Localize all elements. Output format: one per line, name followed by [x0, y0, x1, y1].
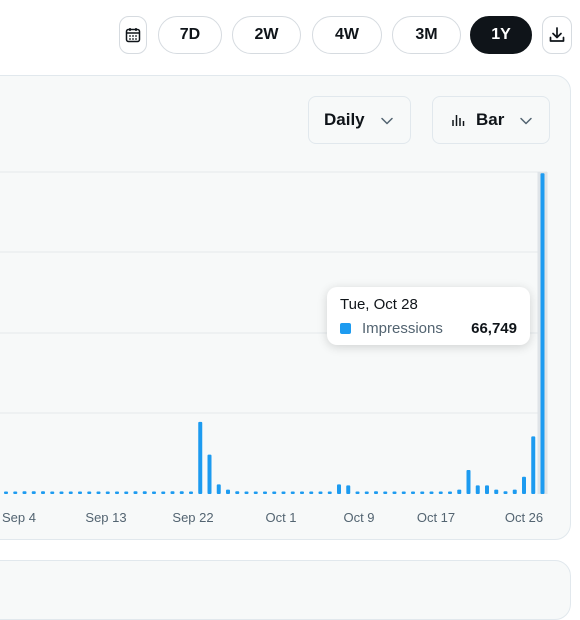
- bar[interactable]: [522, 476, 526, 494]
- bar[interactable]: [327, 491, 332, 495]
- bar[interactable]: [374, 491, 378, 494]
- bar[interactable]: [281, 491, 286, 495]
- interval-select-label: Daily: [324, 110, 365, 129]
- bar[interactable]: [364, 491, 369, 495]
- chart-type-select-label: Bar: [476, 110, 505, 129]
- bar[interactable]: [41, 491, 45, 494]
- bar[interactable]: [133, 491, 138, 494]
- bar[interactable]: [457, 489, 462, 494]
- bar[interactable]: [346, 485, 351, 494]
- bar[interactable]: [161, 491, 166, 495]
- bar[interactable]: [4, 491, 8, 495]
- chevron-down-icon: [381, 117, 393, 125]
- bar[interactable]: [503, 491, 508, 494]
- bar[interactable]: [50, 491, 55, 495]
- bar[interactable]: [244, 491, 249, 495]
- chart-type-select[interactable]: Bar: [432, 96, 550, 144]
- x-tick-label: Sep 13: [85, 510, 127, 525]
- bar[interactable]: [411, 491, 415, 495]
- bar[interactable]: [337, 484, 341, 494]
- calendar-icon: [125, 28, 141, 43]
- x-tick-label: Oct 26: [504, 510, 544, 525]
- date-range-toolbar: 7D 2W 4W 3M 1Y: [0, 14, 580, 56]
- bar[interactable]: [466, 469, 471, 494]
- range-3m-button[interactable]: 3M: [392, 16, 461, 54]
- calendar-button[interactable]: [119, 16, 147, 54]
- bar[interactable]: [263, 491, 267, 495]
- bar[interactable]: [401, 491, 406, 495]
- range-4w-button[interactable]: 4W: [312, 16, 382, 54]
- x-tick-label: Oct 9: [343, 510, 375, 525]
- bar[interactable]: [290, 491, 295, 495]
- bar[interactable]: [485, 485, 489, 494]
- bar[interactable]: [448, 491, 452, 495]
- bar[interactable]: [189, 491, 193, 495]
- range-7d-button[interactable]: 7D: [158, 16, 222, 54]
- bar[interactable]: [31, 491, 36, 494]
- bar[interactable]: [383, 491, 388, 495]
- bar[interactable]: [438, 491, 443, 495]
- bar[interactable]: [272, 491, 277, 495]
- range-2w-button[interactable]: 2W: [232, 16, 301, 54]
- chevron-down-icon: [520, 117, 532, 125]
- x-tick-label: Sep 4: [2, 510, 36, 525]
- bar[interactable]: [420, 491, 425, 495]
- tooltip-series-swatch: [340, 323, 351, 334]
- bar[interactable]: [13, 491, 18, 495]
- bar[interactable]: [216, 484, 221, 494]
- bar[interactable]: [429, 491, 434, 495]
- download-icon: [549, 27, 565, 42]
- bar[interactable]: [475, 485, 480, 494]
- bar[interactable]: [142, 491, 147, 494]
- x-tick-label: Sep 22: [172, 510, 214, 525]
- bar[interactable]: [68, 491, 73, 495]
- x-tick-label: Oct 17: [416, 510, 456, 525]
- bar[interactable]: [253, 491, 258, 495]
- bar-chart-icon: [452, 115, 465, 126]
- bar[interactable]: [235, 491, 240, 494]
- bar[interactable]: [22, 491, 27, 494]
- bar[interactable]: [96, 491, 101, 495]
- bar[interactable]: [170, 491, 175, 494]
- bar[interactable]: [355, 491, 360, 495]
- bar[interactable]: [115, 491, 119, 495]
- impressions-bar-chart[interactable]: [0, 0, 580, 580]
- bar[interactable]: [179, 491, 184, 494]
- tooltip-date: Tue, Oct 28: [340, 296, 418, 313]
- bar[interactable]: [105, 491, 110, 495]
- bar[interactable]: [59, 491, 64, 495]
- bar[interactable]: [531, 436, 536, 494]
- secondary-card: [0, 560, 571, 620]
- bar[interactable]: [392, 491, 397, 495]
- bar[interactable]: [152, 491, 156, 495]
- bar[interactable]: [207, 454, 212, 494]
- bar[interactable]: [124, 491, 129, 495]
- bar[interactable]: [87, 491, 92, 495]
- interval-select[interactable]: Daily: [308, 96, 411, 144]
- bar[interactable]: [494, 489, 499, 494]
- range-1y-button[interactable]: 1Y: [470, 16, 532, 54]
- bar[interactable]: [309, 491, 314, 495]
- bar[interactable]: [226, 489, 230, 494]
- chart-tooltip: Tue, Oct 28 Impressions 66,749: [327, 287, 530, 345]
- download-button[interactable]: [542, 16, 572, 54]
- bar[interactable]: [300, 491, 304, 495]
- tooltip-value: 66,749: [471, 320, 517, 337]
- bar[interactable]: [198, 421, 203, 494]
- bar[interactable]: [512, 489, 517, 494]
- x-tick-label: Oct 1: [265, 510, 297, 525]
- bar[interactable]: [540, 173, 545, 494]
- bar[interactable]: [318, 491, 323, 495]
- bar[interactable]: [78, 491, 82, 495]
- tooltip-series-name: Impressions: [362, 320, 443, 337]
